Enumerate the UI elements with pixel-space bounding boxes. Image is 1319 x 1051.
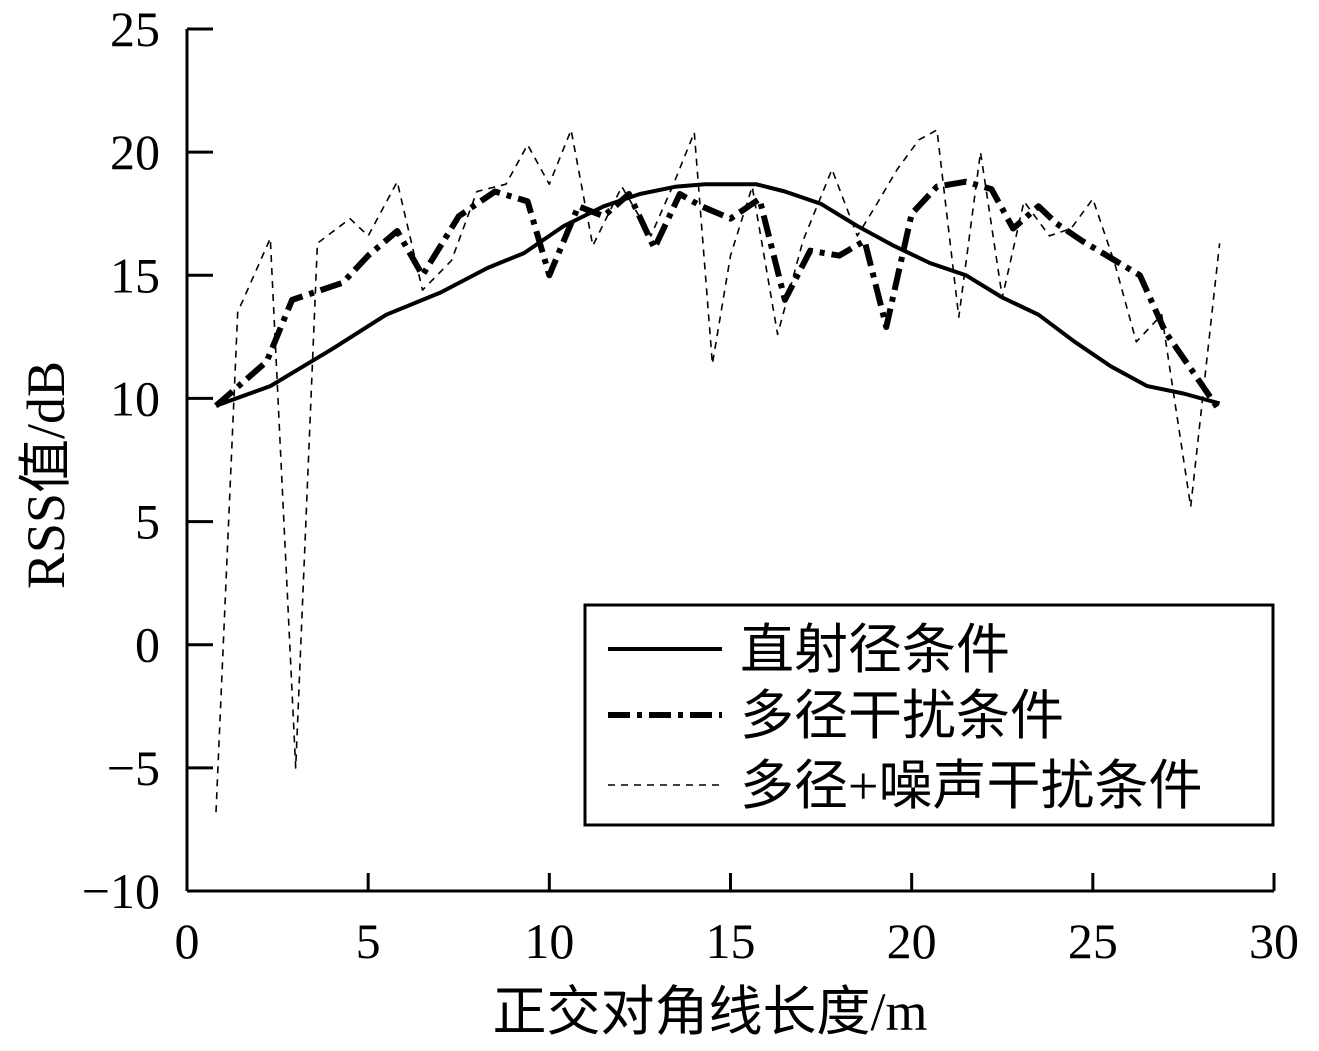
x-axis-title: 正交对角线长度/m: [492, 982, 927, 1042]
series-line-direct-path: [215, 182, 1221, 408]
axes: −10 −5 0 5 10 15 20 25 0 5 10 15 20 25 30: [82, 1, 1299, 969]
y-tick-label: 0: [135, 617, 160, 673]
y-tick-label: 20: [110, 124, 160, 180]
series-line-multipath-noise: [215, 129, 1221, 813]
legend-label-multipath: 多径干扰条件: [740, 686, 1064, 746]
y-tick-label: 10: [110, 370, 160, 426]
x-tick-label: 15: [706, 913, 756, 969]
y-tick-label: −5: [107, 740, 160, 796]
x-tick-label: 25: [1068, 913, 1118, 969]
x-tick-label: 10: [524, 913, 574, 969]
x-tick-label: 30: [1249, 913, 1299, 969]
legend-label-direct-path: 直射径条件: [740, 620, 1010, 680]
series-group: [214, 129, 1223, 813]
legend-label-multipath-noise: 多径+噪声干扰条件: [740, 756, 1202, 816]
y-tick-label: 15: [110, 247, 160, 303]
x-tick-label: 5: [356, 913, 381, 969]
y-tick-label: −10: [82, 863, 160, 919]
series-line-multipath: [214, 178, 1223, 413]
y-tick-label: 25: [110, 1, 160, 57]
x-tick-label: 20: [887, 913, 937, 969]
y-tick-label: 5: [135, 494, 160, 550]
y-axis-title: RSS值/dB: [16, 361, 76, 589]
x-tick-label: 0: [175, 913, 200, 969]
